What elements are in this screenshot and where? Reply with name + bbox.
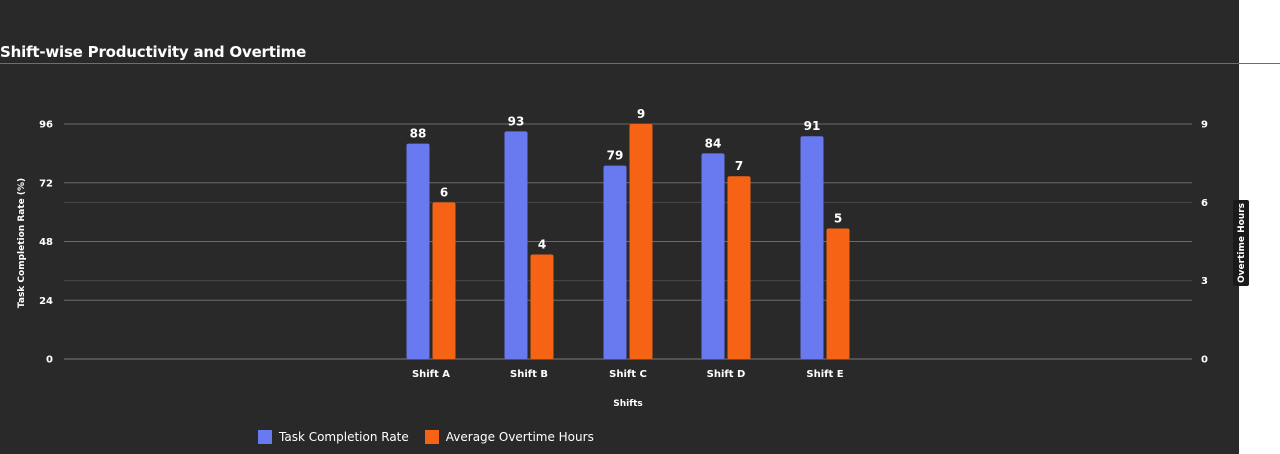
- legend: Task Completion Rate Average Overtime Ho…: [258, 430, 594, 444]
- data-label: 91: [804, 119, 821, 133]
- data-label: 4: [538, 238, 546, 252]
- bar-overtime-1: [432, 202, 456, 359]
- legend-item-task-completion[interactable]: Task Completion Rate: [258, 430, 409, 444]
- data-label: 9: [637, 107, 645, 121]
- y2-axis-label-box: [1233, 200, 1249, 286]
- x-tick-label: Shift D: [707, 369, 746, 380]
- data-label: 79: [607, 149, 624, 163]
- data-label: 6: [440, 185, 448, 199]
- bar-task-completion-4: [701, 153, 725, 359]
- data-label: 84: [705, 136, 722, 150]
- data-label: 7: [735, 159, 743, 173]
- y2-tick-label: 0: [1201, 355, 1208, 366]
- x-tick-label: Shift C: [609, 369, 647, 380]
- y-tick-label: 24: [39, 296, 53, 307]
- y-tick-label: 48: [39, 237, 53, 248]
- y-tick-label: 96: [39, 120, 53, 131]
- gridlines: [64, 123, 1192, 360]
- data-label: 5: [834, 211, 842, 225]
- bar-overtime-5: [826, 228, 850, 359]
- bar-overtime-3: [629, 124, 653, 359]
- bar-overtime-4: [727, 176, 751, 359]
- bar-series: [406, 124, 850, 359]
- y-tick-label: 72: [39, 178, 53, 189]
- y-axis-label: Task Completion Rate (%): [17, 178, 27, 308]
- chart-labels: 0 24 48 72 96 0 3 6 9 88 6 Shift A 93 4 Shift B 79 9 Shif…: [39, 107, 1208, 380]
- x-tick-label: Shift A: [412, 369, 450, 380]
- legend-label-overtime: Average Overtime Hours: [445, 430, 594, 444]
- bar-task-completion-5: [800, 136, 824, 359]
- y-tick-label: 0: [46, 355, 53, 366]
- title-divider: [0, 63, 1280, 64]
- y2-axis-label: Overtime Hours: [1237, 203, 1247, 283]
- legend-swatch-overtime: [424, 430, 439, 444]
- data-label: 93: [508, 114, 525, 128]
- legend-item-overtime[interactable]: Average Overtime Hours: [424, 430, 594, 444]
- x-tick-label: Shift E: [806, 369, 843, 380]
- bar-task-completion-1: [406, 143, 430, 359]
- bar-task-completion-2: [504, 131, 528, 359]
- y2-tick-label: 3: [1201, 276, 1208, 287]
- bar-overtime-2: [530, 254, 554, 359]
- x-tick-label: Shift B: [510, 369, 548, 380]
- legend-label-task-completion: Task Completion Rate: [279, 430, 409, 444]
- data-label: 88: [410, 127, 427, 141]
- chart-title: Shift-wise Productivity and Overtime: [0, 43, 307, 61]
- bar-task-completion-3: [603, 165, 627, 359]
- y2-tick-label: 6: [1201, 198, 1208, 209]
- legend-swatch-task-completion: [258, 430, 272, 444]
- y2-tick-label: 9: [1201, 120, 1208, 131]
- x-axis-label: Shifts: [613, 399, 643, 409]
